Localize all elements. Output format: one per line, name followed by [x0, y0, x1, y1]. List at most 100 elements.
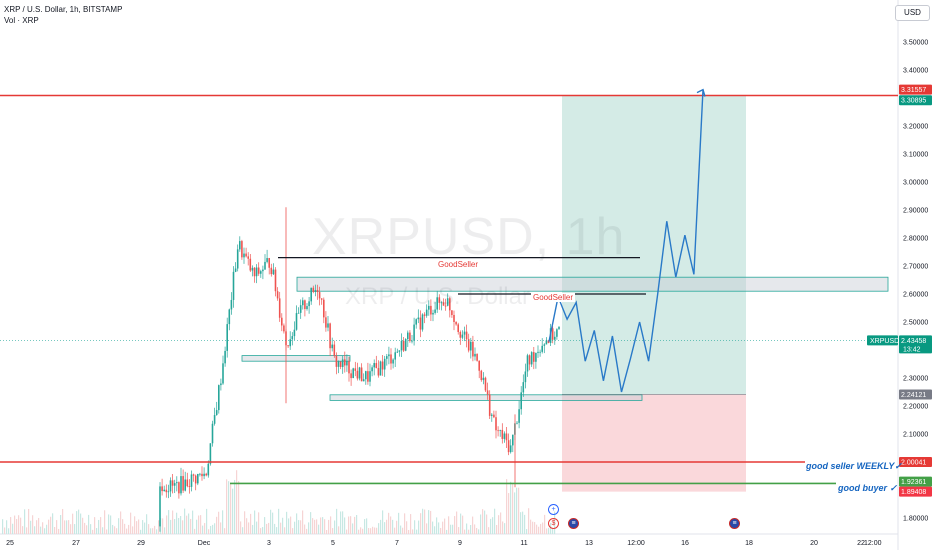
- volume-bar: [418, 520, 420, 534]
- candle-body: [302, 300, 304, 306]
- x-tick-label: 5: [331, 540, 335, 547]
- volume-bar: [124, 523, 126, 534]
- candle-body: [444, 305, 447, 307]
- volume-bar: [196, 519, 198, 534]
- candle-body: [184, 479, 186, 491]
- volume-bar: [454, 516, 456, 534]
- volume-bar: [2, 519, 4, 534]
- price-tag-bg: [899, 486, 932, 497]
- volume-bar: [428, 510, 430, 534]
- volume-bar: [294, 521, 296, 534]
- volume-bar: [468, 529, 470, 534]
- candle-body: [291, 336, 294, 340]
- candle-body: [543, 344, 546, 346]
- volume-bar: [240, 521, 242, 534]
- volume-bar: [450, 524, 452, 534]
- volume-bar: [258, 512, 260, 534]
- volume-bar: [496, 524, 498, 534]
- volume-bar: [122, 519, 124, 534]
- candle-body: [545, 340, 548, 345]
- candle-body: [266, 258, 268, 262]
- price-tag-value: 2.43458: [901, 338, 926, 345]
- candle-body: [541, 345, 543, 352]
- candle-body: [520, 392, 522, 410]
- volume-bar: [494, 508, 496, 534]
- volume-bar: [366, 518, 368, 534]
- volume-bar: [520, 512, 522, 534]
- candle-body: [524, 371, 527, 383]
- volume-bar: [462, 515, 464, 534]
- candle-body: [453, 314, 455, 323]
- y-tick-label: 2.70000: [903, 264, 928, 271]
- event-us-flag-icon-2[interactable]: ≡: [729, 518, 740, 529]
- candle-body: [306, 306, 308, 310]
- volume-bar: [116, 528, 118, 534]
- volume-bar: [356, 515, 358, 534]
- candle-body: [509, 445, 512, 453]
- volume-bar: [236, 470, 238, 534]
- event-plus-icon[interactable]: +: [548, 504, 559, 515]
- candle-body: [461, 334, 464, 338]
- candle-body: [383, 358, 386, 370]
- candle-body: [178, 482, 180, 494]
- projection-arrowhead: [696, 88, 706, 97]
- volume-bar: [164, 527, 166, 534]
- symbol-tag-bg: [867, 335, 898, 346]
- candle-body: [264, 261, 266, 270]
- candle-body: [220, 383, 222, 386]
- candle-body: [320, 298, 323, 300]
- volume-bar: [250, 513, 252, 534]
- volume-bar: [90, 524, 92, 534]
- candle-body: [518, 409, 520, 423]
- volume-bar: [204, 523, 206, 534]
- volume-bar: [532, 521, 534, 534]
- volume-bar: [190, 518, 192, 534]
- price-tag-bg: [899, 84, 932, 95]
- candle-body: [243, 253, 245, 258]
- candle-body: [533, 352, 535, 362]
- volume-bar: [222, 510, 224, 534]
- volume-bar: [522, 511, 524, 534]
- volume-bar: [406, 521, 408, 534]
- candle-body: [407, 332, 409, 340]
- candle-body: [440, 302, 443, 304]
- volume-bar: [394, 527, 396, 534]
- candle-body: [530, 352, 533, 365]
- symbol-title[interactable]: XRP / U.S. Dollar, 1h, BITSTAMP: [4, 5, 123, 14]
- candle-body: [281, 317, 283, 326]
- volume-bar: [10, 517, 12, 534]
- y-tick-label: 2.30000: [903, 376, 928, 383]
- candle-body: [486, 390, 489, 395]
- volume-bar: [174, 519, 176, 534]
- volume-bar: [168, 510, 170, 534]
- candle-body: [245, 253, 247, 257]
- candle-body: [491, 414, 493, 416]
- volume-bar: [68, 520, 70, 534]
- candle-body: [438, 297, 441, 303]
- candle-body: [312, 287, 315, 292]
- event-dividend-icon[interactable]: $: [548, 518, 559, 529]
- candle-body: [551, 328, 554, 340]
- volume-bar: [476, 527, 478, 534]
- candle-body: [344, 359, 346, 366]
- candle-body: [474, 353, 476, 357]
- volume-bar: [148, 524, 150, 534]
- candle-body: [161, 486, 163, 492]
- candle-body: [222, 363, 224, 384]
- price-tag-bg: [899, 476, 932, 487]
- candle-body: [293, 329, 296, 337]
- volume-bar: [388, 512, 390, 534]
- candle-body: [329, 323, 331, 349]
- volume-bar: [316, 519, 318, 534]
- volume-bar: [514, 492, 516, 534]
- volume-bar: [102, 527, 104, 534]
- volume-bar: [368, 528, 370, 534]
- volume-indicator-label[interactable]: Vol · XRP: [4, 16, 39, 25]
- currency-button[interactable]: USD: [895, 5, 930, 21]
- volume-bar: [106, 529, 108, 534]
- candle-body: [253, 267, 256, 277]
- volume-bar: [402, 527, 404, 534]
- volume-bar: [4, 527, 6, 534]
- event-us-flag-icon[interactable]: ≡: [568, 518, 579, 529]
